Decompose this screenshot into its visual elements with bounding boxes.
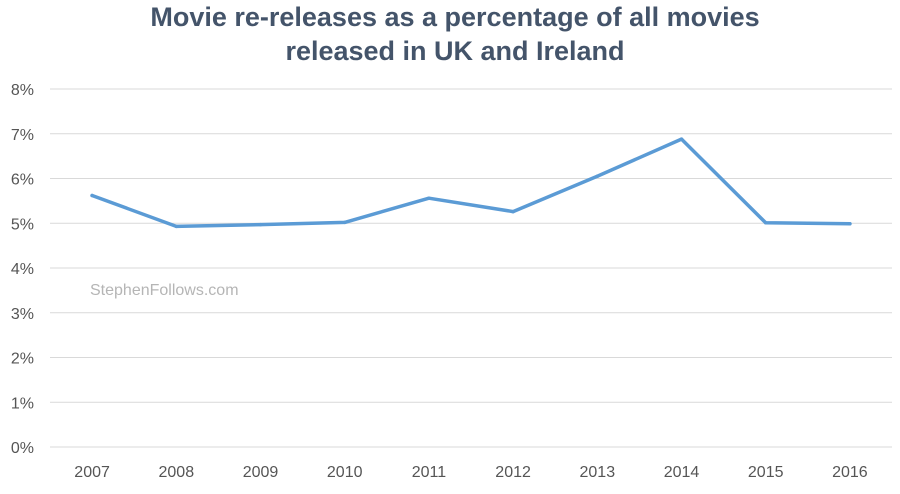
x-tick-label: 2016	[832, 464, 868, 481]
x-tick-label: 2009	[243, 464, 279, 481]
data-point	[511, 209, 515, 214]
x-tick-label: 2014	[664, 464, 700, 481]
data-point	[174, 224, 179, 229]
y-tick-label: 4%	[11, 261, 34, 278]
x-tick-label: 2007	[74, 464, 110, 481]
data-point	[679, 137, 684, 141]
data-point	[763, 221, 768, 225]
x-tick-label: 2015	[748, 464, 784, 481]
chart-title-line-1: Movie re-releases as a percentage of all…	[150, 2, 759, 32]
data-point	[848, 221, 852, 226]
watermark-text: StephenFollows.com	[90, 282, 239, 299]
data-point	[90, 193, 94, 198]
x-tick-label: 2012	[495, 464, 531, 481]
data-point	[342, 220, 347, 225]
data-point	[595, 174, 600, 179]
data-point	[258, 222, 263, 227]
gridlines	[50, 88, 892, 448]
data-point	[427, 196, 431, 200]
x-tick-label: 2011	[412, 464, 447, 481]
y-tick-label: 3%	[11, 306, 34, 323]
series-line-0	[90, 137, 852, 229]
x-tick-label: 2013	[580, 464, 616, 481]
chart-title-line-2: released in UK and Ireland	[285, 36, 624, 66]
y-tick-label: 6%	[11, 172, 34, 189]
y-tick-label: 0%	[11, 440, 34, 457]
x-axis-ticks: 2007 2008 2009 2010 2011 2012 2013 2014 2015 2016	[74, 464, 867, 481]
y-tick-label: 2%	[11, 351, 34, 368]
y-tick-label: 7%	[11, 127, 34, 144]
y-tick-label: 1%	[11, 395, 34, 412]
x-tick-label: 2010	[327, 464, 363, 481]
series-group	[90, 137, 852, 229]
y-axis-ticks: 0% 1% 2% 3% 4% 5% 6% 7% 8%	[11, 82, 34, 457]
y-tick-label: 8%	[11, 82, 34, 99]
x-tick-label: 2008	[159, 464, 195, 481]
y-tick-label: 5%	[11, 216, 34, 233]
